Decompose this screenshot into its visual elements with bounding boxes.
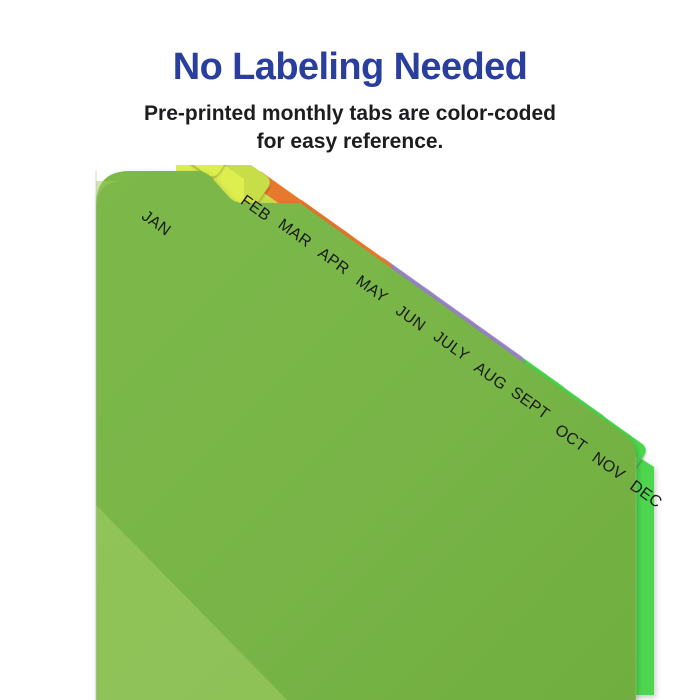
- divider-apr: [239, 171, 324, 695]
- divider-dec: [575, 411, 654, 695]
- tab-label-july: JULY: [430, 328, 473, 365]
- tab-label-jun: JUN: [392, 302, 429, 335]
- tab-label-jan: JAN: [138, 207, 174, 240]
- tab-label-may: MAY: [352, 272, 391, 307]
- tab-label-oct: OCT: [551, 421, 590, 456]
- divider-nov: [535, 382, 620, 695]
- tab-label-mar: MAR: [274, 215, 315, 252]
- divider-may: [279, 199, 366, 695]
- tab-label-nov: NOV: [588, 449, 628, 484]
- divider-jun: [321, 229, 408, 695]
- subheadline-line-1: Pre-printed monthly tabs are color-coded: [144, 102, 556, 125]
- subheadline-line-2: for easy reference.: [256, 129, 444, 153]
- tab-label-apr: APR: [314, 244, 353, 279]
- product-photo: JAN FEB MAR APR MAY JUN JULY AUG SEPT OC…: [0, 165, 700, 700]
- divider-bodies: [80, 235, 648, 675]
- tab-label-dec: DEC: [626, 477, 665, 512]
- headline: No Labeling Needed: [172, 46, 528, 88]
- cover-sheet: [96, 181, 288, 700]
- tab-label-aug: AUG: [470, 359, 510, 394]
- subheadline: Pre-printed monthly tabs are color-coded…: [110, 100, 590, 155]
- divider-mar: [199, 165, 284, 695]
- divider-feb: [159, 165, 244, 695]
- photo-plate: [80, 165, 654, 700]
- tab-label-feb: FEB: [237, 192, 274, 225]
- tab-label-sept: SEPT: [507, 384, 553, 424]
